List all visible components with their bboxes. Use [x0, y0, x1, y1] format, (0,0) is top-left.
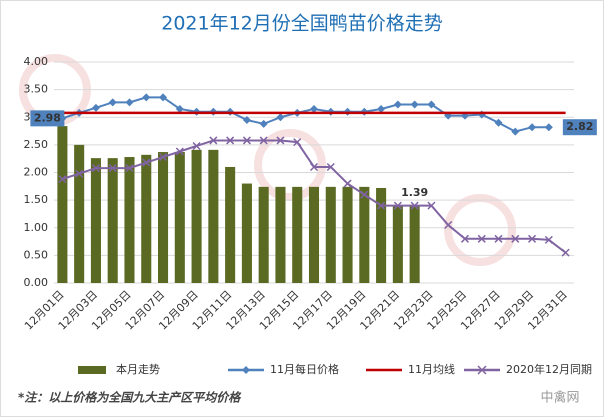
- marker: [494, 118, 503, 127]
- marker: [75, 169, 84, 178]
- bar: [258, 186, 269, 283]
- data-label: 2.82: [566, 120, 593, 133]
- bar: [90, 158, 101, 283]
- marker: [259, 119, 268, 128]
- legend-label: 11月每日价格: [270, 362, 339, 376]
- bar: [191, 149, 202, 283]
- marker: [343, 179, 352, 188]
- legend-swatch: [78, 366, 106, 374]
- marker: [511, 127, 520, 136]
- chart-title: 2021年12月份全国鸭苗价格走势: [161, 13, 443, 35]
- marker: [360, 190, 369, 199]
- data-label: 1.39: [401, 186, 428, 199]
- marker: [175, 147, 184, 156]
- y-tick-label: 2.00: [24, 166, 49, 179]
- marker: [125, 164, 134, 173]
- bar: [292, 186, 303, 283]
- marker: [242, 136, 251, 145]
- marker: [377, 104, 386, 113]
- marker: [125, 98, 134, 107]
- bar: [325, 186, 336, 283]
- marker: [209, 136, 218, 145]
- y-tick-label: 0.50: [24, 248, 49, 261]
- y-tick-label: 1.50: [24, 193, 49, 206]
- marker: [108, 98, 117, 107]
- marker: [192, 141, 201, 151]
- bar: [359, 186, 370, 283]
- footnote: *注：以上价格为全国九大主产区平均价格: [18, 391, 242, 405]
- bar: [308, 186, 320, 283]
- marker: [142, 93, 151, 102]
- marker: [544, 123, 553, 132]
- marker: [410, 100, 419, 109]
- y-tick-label: 3.50: [24, 83, 49, 96]
- marker: [528, 234, 537, 243]
- marker: [276, 136, 285, 145]
- marker: [494, 234, 503, 243]
- marker: [310, 104, 318, 113]
- legend-label: 本月走势: [116, 362, 160, 376]
- y-tick-label: 0.00: [24, 276, 49, 289]
- bar: [158, 152, 169, 283]
- marker: [175, 104, 184, 113]
- marker: [309, 162, 319, 172]
- marker: [377, 201, 386, 210]
- marker: [528, 123, 537, 132]
- marker: [427, 201, 436, 210]
- marker: [393, 100, 402, 109]
- marker: [159, 152, 168, 162]
- marker: [511, 234, 520, 243]
- bar: [342, 186, 353, 283]
- marker: [460, 234, 469, 243]
- bar: [225, 166, 236, 283]
- data-label-box: [562, 119, 597, 136]
- legend-marker: [242, 366, 250, 374]
- bar: [208, 149, 219, 283]
- marker: [427, 100, 436, 109]
- legend-label: 11月均线: [408, 362, 455, 376]
- marker: [108, 164, 117, 173]
- y-tick-label: 4.00: [24, 55, 49, 68]
- legend-label: 2020年12月同期: [506, 362, 592, 376]
- marker: [159, 93, 168, 102]
- marker: [91, 164, 100, 173]
- bar: [107, 158, 118, 283]
- marker: [58, 175, 67, 184]
- marker: [393, 201, 402, 210]
- marker: [561, 248, 570, 257]
- data-label-box: [30, 110, 65, 127]
- bar: [57, 126, 68, 283]
- marker: [226, 136, 235, 145]
- marker: [544, 235, 553, 244]
- bar: [392, 206, 403, 283]
- bar: [376, 187, 387, 283]
- marker: [276, 113, 285, 122]
- marker: [242, 116, 251, 125]
- bar: [174, 152, 185, 283]
- watermark: 中禽网: [540, 390, 579, 406]
- y-tick-label: 2.50: [24, 138, 49, 151]
- marker: [293, 138, 302, 147]
- marker: [326, 162, 335, 172]
- bar: [74, 144, 85, 283]
- bar: [275, 186, 286, 283]
- y-tick-label: 1.00: [24, 221, 49, 234]
- marker: [259, 136, 268, 145]
- bar: [241, 183, 252, 283]
- marker: [142, 158, 151, 167]
- data-label: 2.98: [34, 111, 61, 124]
- marker: [410, 201, 419, 210]
- marker: [477, 234, 486, 243]
- bar: [124, 157, 135, 283]
- bar: [409, 206, 420, 283]
- marker: [91, 103, 100, 112]
- legend-marker: [477, 365, 487, 375]
- bar: [141, 154, 152, 283]
- marker: [444, 220, 453, 230]
